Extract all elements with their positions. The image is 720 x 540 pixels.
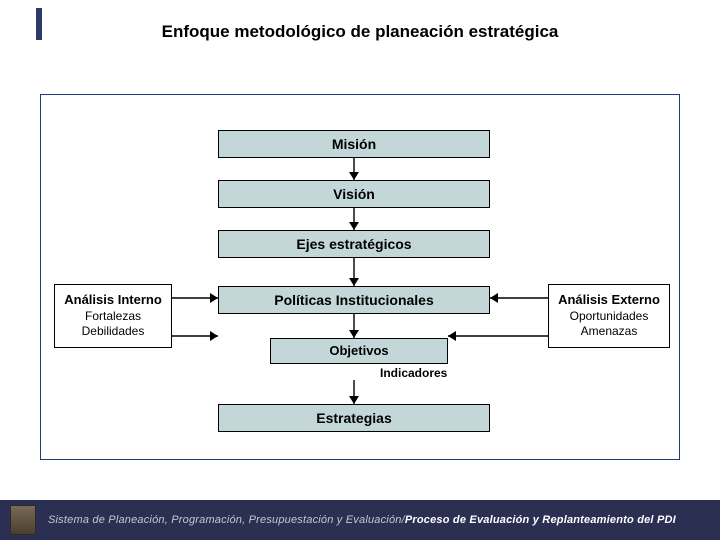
page-title: Enfoque metodológico de planeación estra…	[0, 22, 720, 42]
node-label: Estrategias	[316, 410, 391, 427]
sidebox-title: Análisis Interno	[64, 292, 162, 309]
sidebox-title: Análisis Externo	[558, 292, 660, 309]
sidebox-externo: Análisis Externo Oportunidades Amenazas	[548, 284, 670, 348]
node-vision: Visión	[218, 180, 490, 208]
indicadores-label: Indicadores	[380, 366, 447, 380]
node-label: Misión	[332, 136, 376, 153]
node-label: Ejes estratégicos	[296, 236, 411, 253]
sidebox-line: Amenazas	[581, 324, 638, 340]
node-label: Visión	[333, 186, 375, 203]
footer-seg1: Sistema de Planeación, Programación, Pre…	[48, 514, 405, 526]
footer-icon	[10, 505, 36, 535]
node-label: Objetivos	[329, 343, 388, 359]
footer-seg2: Proceso de Evaluación y Replanteamiento …	[405, 514, 676, 526]
footer-text: Sistema de Planeación, Programación, Pre…	[48, 514, 676, 526]
sidebox-line: Debilidades	[82, 324, 145, 340]
node-objetivos: Objetivos	[270, 338, 448, 364]
node-label: Políticas Institucionales	[274, 292, 434, 309]
node-politicas: Políticas Institucionales	[218, 286, 490, 314]
node-ejes: Ejes estratégicos	[218, 230, 490, 258]
node-estrategias: Estrategias	[218, 404, 490, 432]
sidebox-interno: Análisis Interno Fortalezas Debilidades	[54, 284, 172, 348]
sidebox-line: Oportunidades	[570, 309, 649, 325]
node-mision: Misión	[218, 130, 490, 158]
footer-bar: Sistema de Planeación, Programación, Pre…	[0, 500, 720, 540]
sidebox-line: Fortalezas	[85, 309, 141, 325]
